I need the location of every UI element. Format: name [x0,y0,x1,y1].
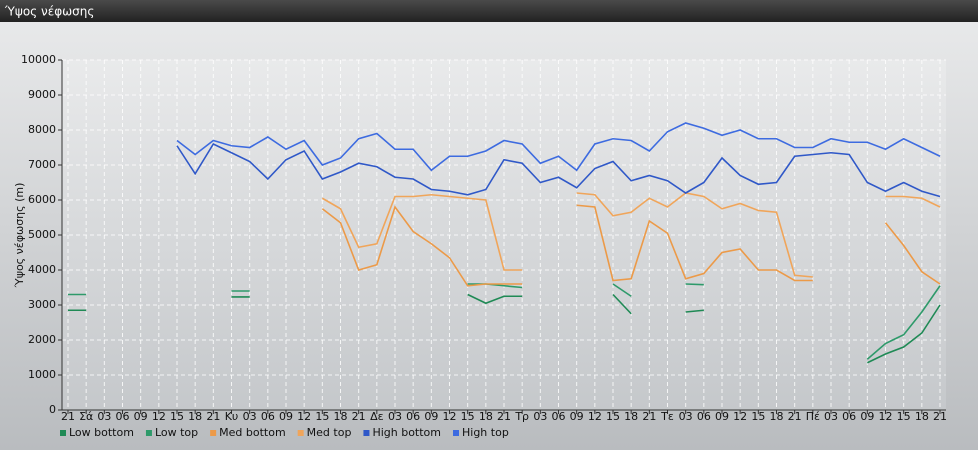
y-tick-label: 7000 [28,158,56,171]
y-tick-label: 8000 [28,123,56,136]
x-tick-label: 03 [679,410,693,423]
series-line [685,309,704,313]
x-tick-label: Κυ [225,410,239,423]
x-tick-label: 21 [933,410,947,423]
x-tick-label: 21 [352,410,366,423]
x-tick-label: 09 [570,410,584,423]
legend-swatch [60,430,66,436]
x-tick-label: 12 [443,410,457,423]
x-tick-label: 06 [552,410,566,423]
y-tick-label: 5000 [28,228,56,241]
x-tick-label: 06 [842,410,856,423]
x-tick-label: 18 [624,410,638,423]
series-line [612,283,632,297]
legend-swatch [453,430,459,436]
legend-swatch [297,430,304,436]
x-tick-label: 18 [334,410,348,423]
legend-label: High top [462,426,509,439]
x-tick-label: 12 [152,410,166,423]
x-tick-label: 06 [406,410,420,423]
x-tick-label: Πέ [806,410,820,423]
x-tick-label: 15 [751,410,765,423]
series-line [685,283,704,286]
x-tick-label: 15 [897,410,911,423]
x-tick-label: Τε [660,410,674,423]
series-line [576,204,813,282]
x-tick-label: 21 [61,410,75,423]
x-tick-label: 03 [243,410,257,423]
legend-label: Med bottom [219,426,286,439]
x-tick-label: Δε [370,410,384,423]
x-tick-label: 03 [824,410,838,423]
series-line [884,222,941,285]
y-tick-label: 3000 [28,298,56,311]
x-tick-label: 06 [116,410,130,423]
legend-label: Low bottom [69,426,134,439]
x-tick-label: 09 [860,410,874,423]
y-tick-label: 9000 [28,88,56,101]
y-tick-label: 4000 [28,263,56,276]
series-line [576,192,813,278]
x-tick-label: 18 [915,410,929,423]
header [0,0,978,22]
x-tick-label: 03 [533,410,547,423]
x-tick-label: Σά [79,410,93,423]
legend-swatch [145,430,152,436]
series-line [176,122,941,172]
x-tick-label: 21 [788,410,802,423]
y-tick-label: 1000 [28,368,56,381]
x-tick-label: 03 [97,410,111,423]
x-tick-label: 15 [315,410,329,423]
legend-label: Med top [307,426,352,439]
header-title: Ύψος νέφωσης [4,5,94,19]
x-tick-label: 06 [697,410,711,423]
series-line [321,193,523,271]
x-tick-label: 18 [479,410,493,423]
x-tick-label: 15 [461,410,475,423]
y-axis-label: Ύψος νέφωσης (m) [13,183,26,289]
x-tick-label: 21 [497,410,511,423]
x-tick-label: 09 [279,410,293,423]
x-tick-label: 15 [170,410,184,423]
series-line [467,293,523,305]
series-line [467,283,523,289]
x-tick-label: 15 [606,410,620,423]
series-line [176,142,941,198]
x-tick-label: 12 [588,410,602,423]
series-line [866,304,941,364]
y-tick-label: 10000 [21,53,56,66]
x-tick-label: 18 [188,410,202,423]
legend-swatch [363,430,370,436]
legend-label: High bottom [372,426,441,439]
x-tick-label: 21 [206,410,220,423]
series-line [885,195,941,208]
x-tick-label: Τρ [514,410,529,423]
x-tick-label: 21 [642,410,656,423]
x-tick-label: 09 [134,410,148,423]
legend-swatch [210,430,217,436]
series-line [321,205,523,287]
y-tick-label: 2000 [28,333,56,346]
x-tick-label: 09 [424,410,438,423]
x-tick-label: 12 [733,410,747,423]
y-tick-label: 0 [49,403,56,416]
x-tick-label: 09 [715,410,729,423]
x-tick-label: 06 [261,410,275,423]
x-tick-label: 12 [297,410,311,423]
x-tick-label: 12 [879,410,893,423]
x-tick-label: 03 [388,410,402,423]
x-tick-label: 18 [770,410,784,423]
legend-label: Low top [155,426,198,439]
y-tick-label: 6000 [28,193,56,206]
series-line [866,285,941,360]
series-line [612,293,632,315]
